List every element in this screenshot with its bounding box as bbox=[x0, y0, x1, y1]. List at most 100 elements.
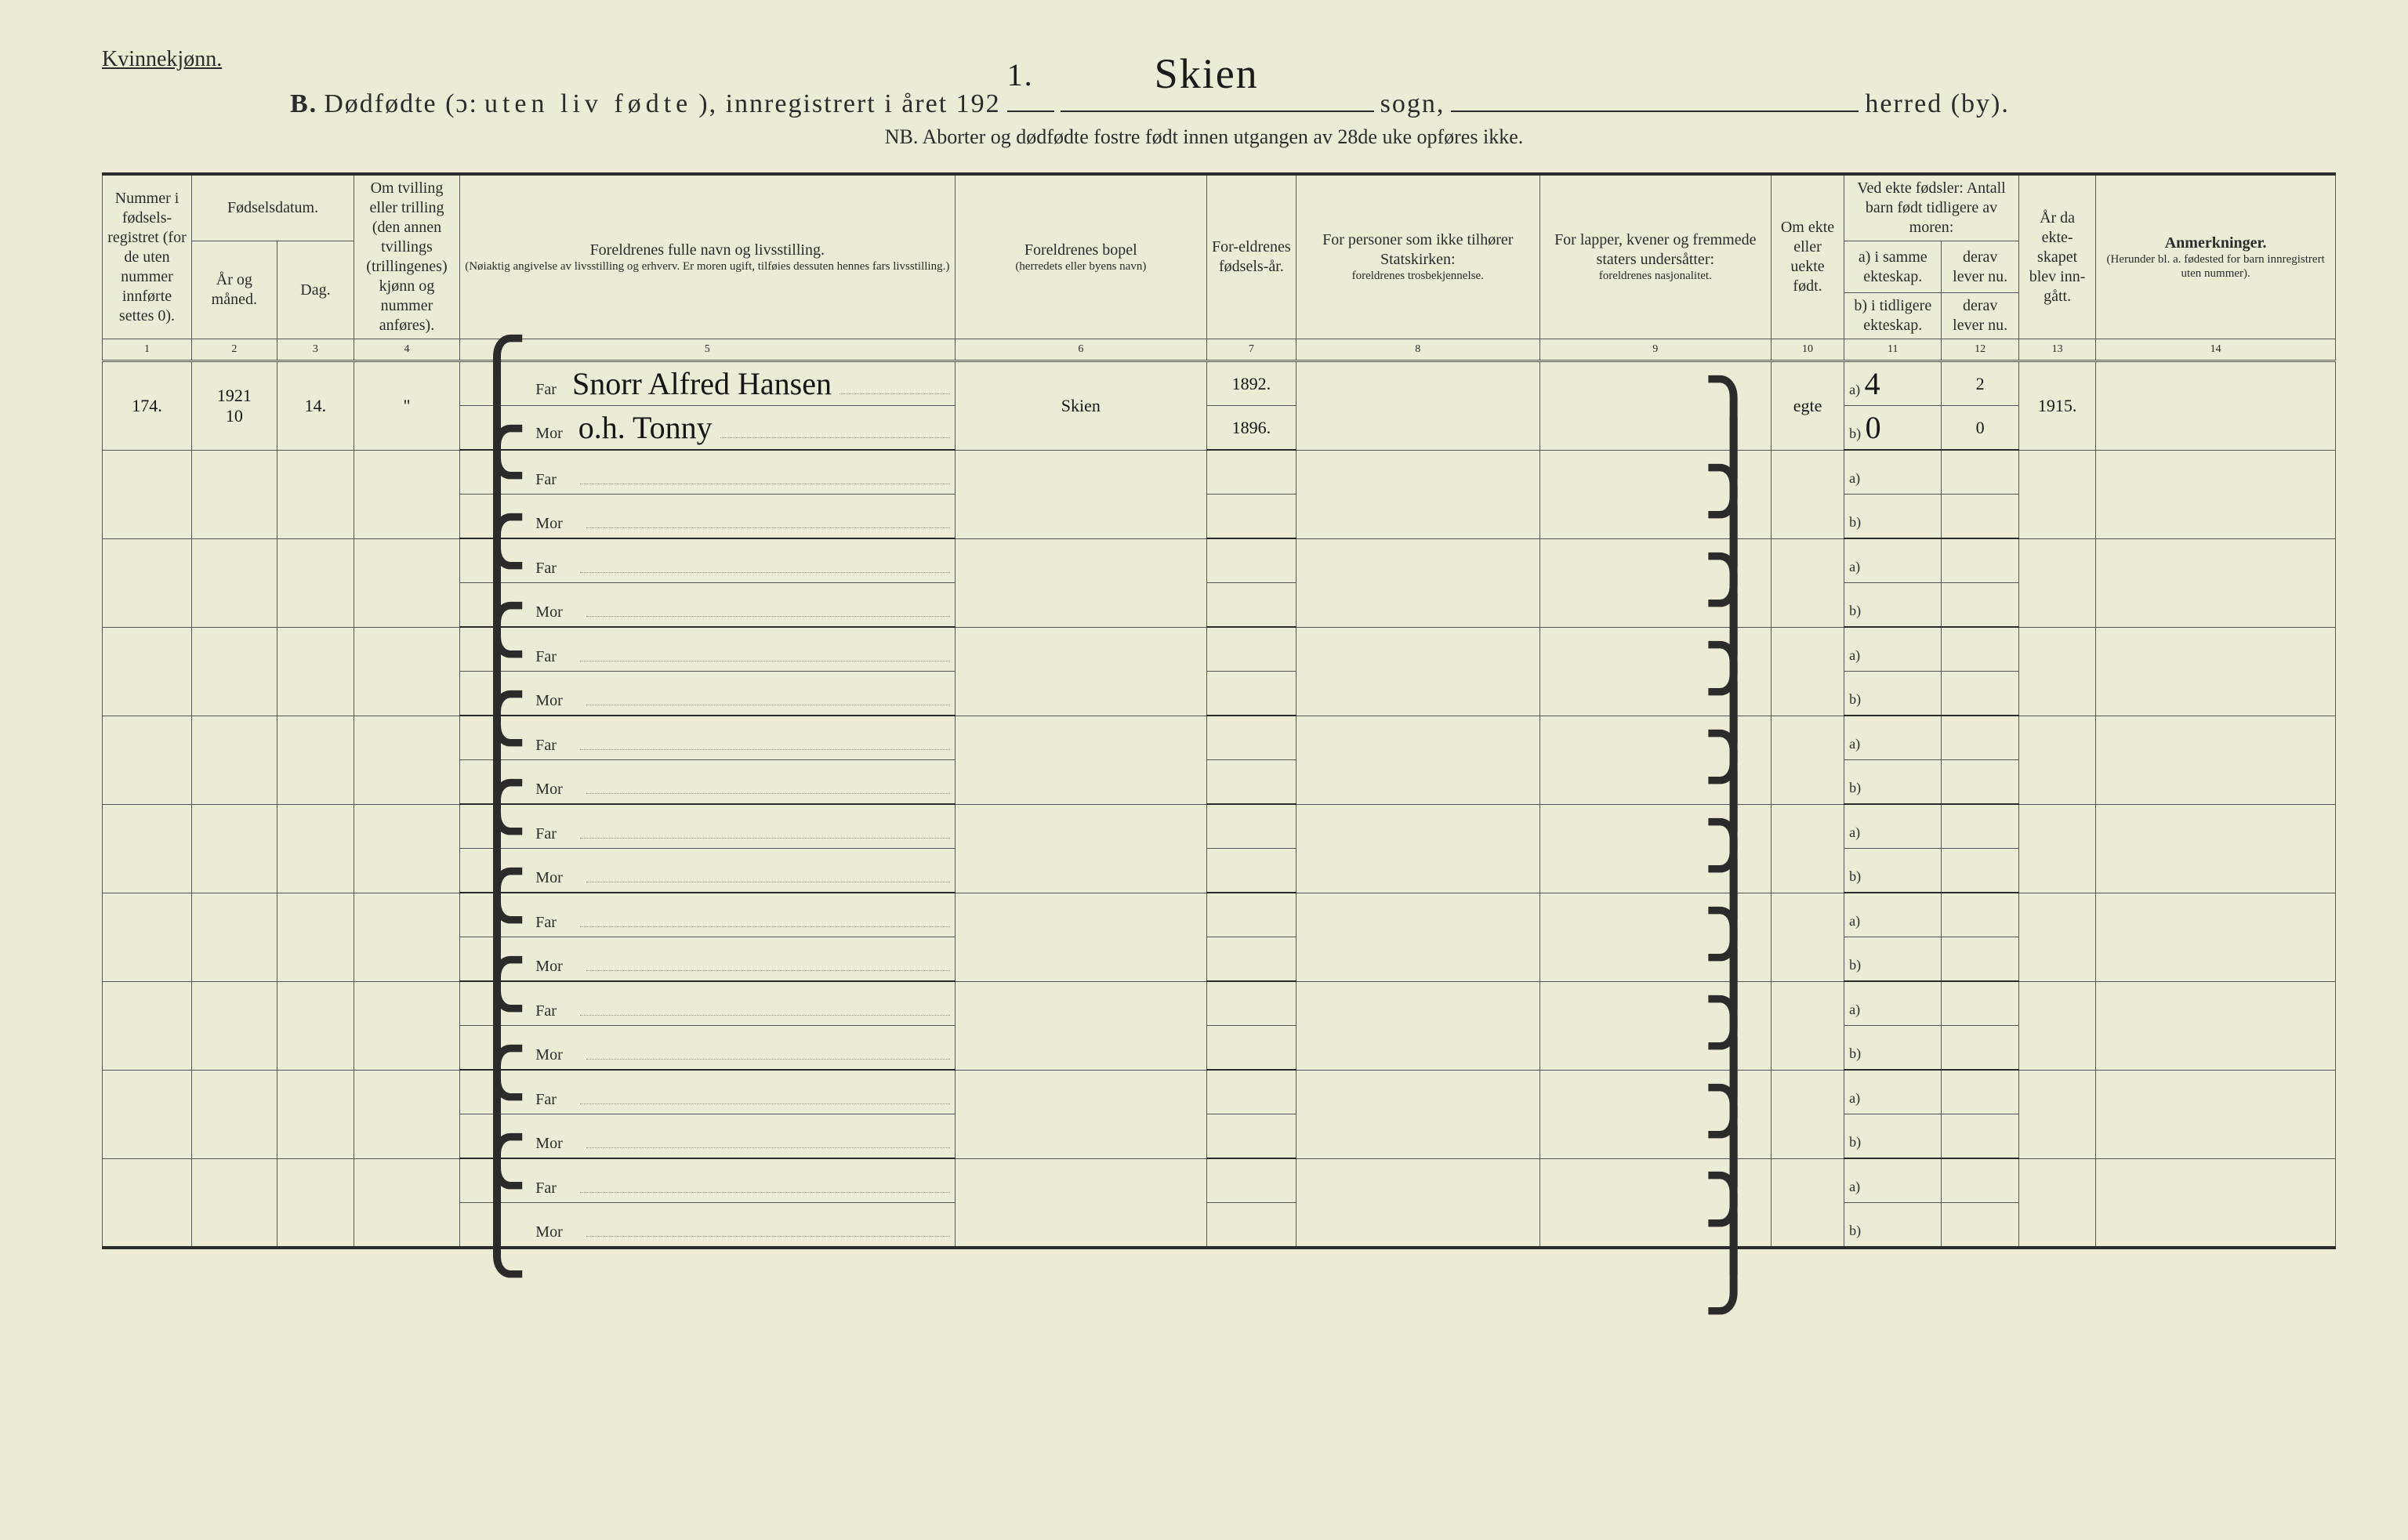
cell-day bbox=[277, 450, 354, 538]
cell-twin: " bbox=[354, 361, 460, 451]
cell-twin bbox=[354, 538, 460, 627]
hdr-col-6-sub: (herredets eller byens navn) bbox=[960, 260, 1202, 274]
hdr-col-1: Nummer i fødsels-registret (for de uten … bbox=[103, 174, 192, 339]
hdr-col-11b: b) i tidligere ekteskap. bbox=[1844, 293, 1942, 339]
cell-ekte bbox=[1771, 1070, 1844, 1158]
cell-far-year bbox=[1206, 804, 1296, 849]
cell-mor: ⎩ Mor bbox=[459, 760, 955, 805]
cell-far-year bbox=[1206, 1158, 1296, 1203]
title-line: B. Dødfødte (ɔ: uten liv fødte ), innreg… bbox=[290, 78, 2314, 119]
cell-year-month bbox=[191, 893, 277, 981]
cell-mor: ⎩ Mor bbox=[459, 1026, 955, 1071]
cell-num bbox=[103, 804, 192, 893]
label-far: Far bbox=[535, 471, 564, 489]
cell-far-year bbox=[1206, 450, 1296, 495]
cell-bopel bbox=[955, 893, 1206, 981]
cell-day bbox=[277, 1158, 354, 1248]
cell-tros bbox=[1296, 981, 1539, 1070]
cell-tros bbox=[1296, 716, 1539, 804]
cell-ekteskap-year bbox=[2018, 538, 2095, 627]
table-row-far: ⎧ Far ⎫⎭ a) bbox=[103, 1070, 2336, 1114]
cell-ekte bbox=[1771, 1158, 1844, 1248]
hdr-col-5: Foreldrenes fulle navn og livsstilling. … bbox=[459, 174, 955, 339]
cell-far: ⎧ Far bbox=[459, 804, 955, 849]
cell-twin bbox=[354, 804, 460, 893]
cell-twin bbox=[354, 627, 460, 716]
cell-b-lever bbox=[1942, 672, 2018, 716]
label-mor: Mor bbox=[535, 869, 570, 887]
cell-bopel bbox=[955, 538, 1206, 627]
cell-b-lever bbox=[1942, 1114, 2018, 1159]
cell-tros bbox=[1296, 893, 1539, 981]
cell-a-same: a) bbox=[1844, 716, 1942, 760]
label-mor: Mor bbox=[535, 1046, 570, 1064]
colnum: 10 bbox=[1771, 339, 1844, 361]
cell-far-year bbox=[1206, 1070, 1296, 1114]
cell-far: ⎧ Far bbox=[459, 1158, 955, 1203]
table-body: 174. 1921 10 14. " ⎧ Far Snorr Alfred Ha… bbox=[103, 361, 2336, 1248]
cell-a-lever bbox=[1942, 1070, 2018, 1114]
cell-a-same: a) bbox=[1844, 893, 1942, 937]
cell-b-lever bbox=[1942, 937, 2018, 982]
label-mor: Mor bbox=[535, 692, 570, 710]
label-mor: Mor bbox=[535, 1223, 570, 1241]
colnum: 7 bbox=[1206, 339, 1296, 361]
cell-b-prev: b) bbox=[1844, 760, 1942, 805]
cell-mor-year bbox=[1206, 937, 1296, 982]
cell-anm bbox=[2096, 1158, 2336, 1248]
cell-ekte bbox=[1771, 893, 1844, 981]
cell-ekteskap-year bbox=[2018, 1158, 2095, 1248]
cell-b-lever bbox=[1942, 1203, 2018, 1248]
nb-subtitle: NB. Aborter og dødfødte fostre født inne… bbox=[0, 125, 2408, 149]
cell-num bbox=[103, 716, 192, 804]
cell-tros bbox=[1296, 627, 1539, 716]
cell-mor-year bbox=[1206, 583, 1296, 628]
cell-day bbox=[277, 716, 354, 804]
cell-mor: ⎩ Mor o.h. Tonny bbox=[459, 406, 955, 451]
cell-num bbox=[103, 450, 192, 538]
cell-a-same: a) bbox=[1844, 538, 1942, 583]
cell-ekteskap-year bbox=[2018, 981, 2095, 1070]
cell-twin bbox=[354, 893, 460, 981]
cell-mor: ⎩ Mor bbox=[459, 1114, 955, 1159]
hdr-col-14: Anmerkninger. (Herunder bl. a. fødested … bbox=[2096, 174, 2336, 339]
cell-ekte bbox=[1771, 981, 1844, 1070]
cell-ekte bbox=[1771, 716, 1844, 804]
cell-a-lever bbox=[1942, 538, 2018, 583]
cell-num bbox=[103, 627, 192, 716]
cell-mor-year bbox=[1206, 849, 1296, 893]
cell-anm bbox=[2096, 804, 2336, 893]
cell-day: 14. bbox=[277, 361, 354, 451]
cell-tros bbox=[1296, 361, 1539, 451]
cell-tros bbox=[1296, 538, 1539, 627]
cell-twin bbox=[354, 1158, 460, 1248]
colnum: 11 bbox=[1844, 339, 1942, 361]
table-row-far: ⎧ Far ⎫⎭ a) bbox=[103, 627, 2336, 672]
cell-mor-year bbox=[1206, 1026, 1296, 1071]
hdr-col-12a: derav lever nu. bbox=[1942, 241, 2018, 293]
hdr-col-5-main: Foreldrenes fulle navn og livsstilling. bbox=[465, 241, 950, 260]
hdr-col-3: Dag. bbox=[277, 241, 354, 339]
cell-twin bbox=[354, 450, 460, 538]
hdr-col-14-sub: (Herunder bl. a. fødested for barn innre… bbox=[2101, 253, 2330, 281]
cell-far: ⎧ Far bbox=[459, 450, 955, 495]
label-mor: Mor bbox=[535, 515, 570, 533]
hdr-col-7: For-eldrenes fødsels-år. bbox=[1206, 174, 1296, 339]
cell-far: ⎧ Far bbox=[459, 716, 955, 760]
cell-mor: ⎩ Mor bbox=[459, 672, 955, 716]
year-blank: 1. bbox=[1007, 78, 1054, 112]
table-row-far: ⎧ Far ⎫⎭ a) bbox=[103, 893, 2336, 937]
hdr-col-11a: a) i samme ekteskap. bbox=[1844, 241, 1942, 293]
cell-a-lever bbox=[1942, 1158, 2018, 1203]
cell-twin bbox=[354, 981, 460, 1070]
hdr-col-10: Om ekte eller uekte født. bbox=[1771, 174, 1844, 339]
hdr-col-12b: derav lever nu. bbox=[1942, 293, 2018, 339]
cell-mor-year bbox=[1206, 1203, 1296, 1248]
cell-b-lever bbox=[1942, 849, 2018, 893]
cell-year-month bbox=[191, 450, 277, 538]
cell-year-month bbox=[191, 804, 277, 893]
hdr-col-4: Om tvilling eller trilling (den annen tv… bbox=[354, 174, 460, 339]
hdr-col-14-main: Anmerkninger. bbox=[2101, 234, 2330, 253]
cell-b-prev: b) bbox=[1844, 583, 1942, 628]
cell-year-month bbox=[191, 1070, 277, 1158]
